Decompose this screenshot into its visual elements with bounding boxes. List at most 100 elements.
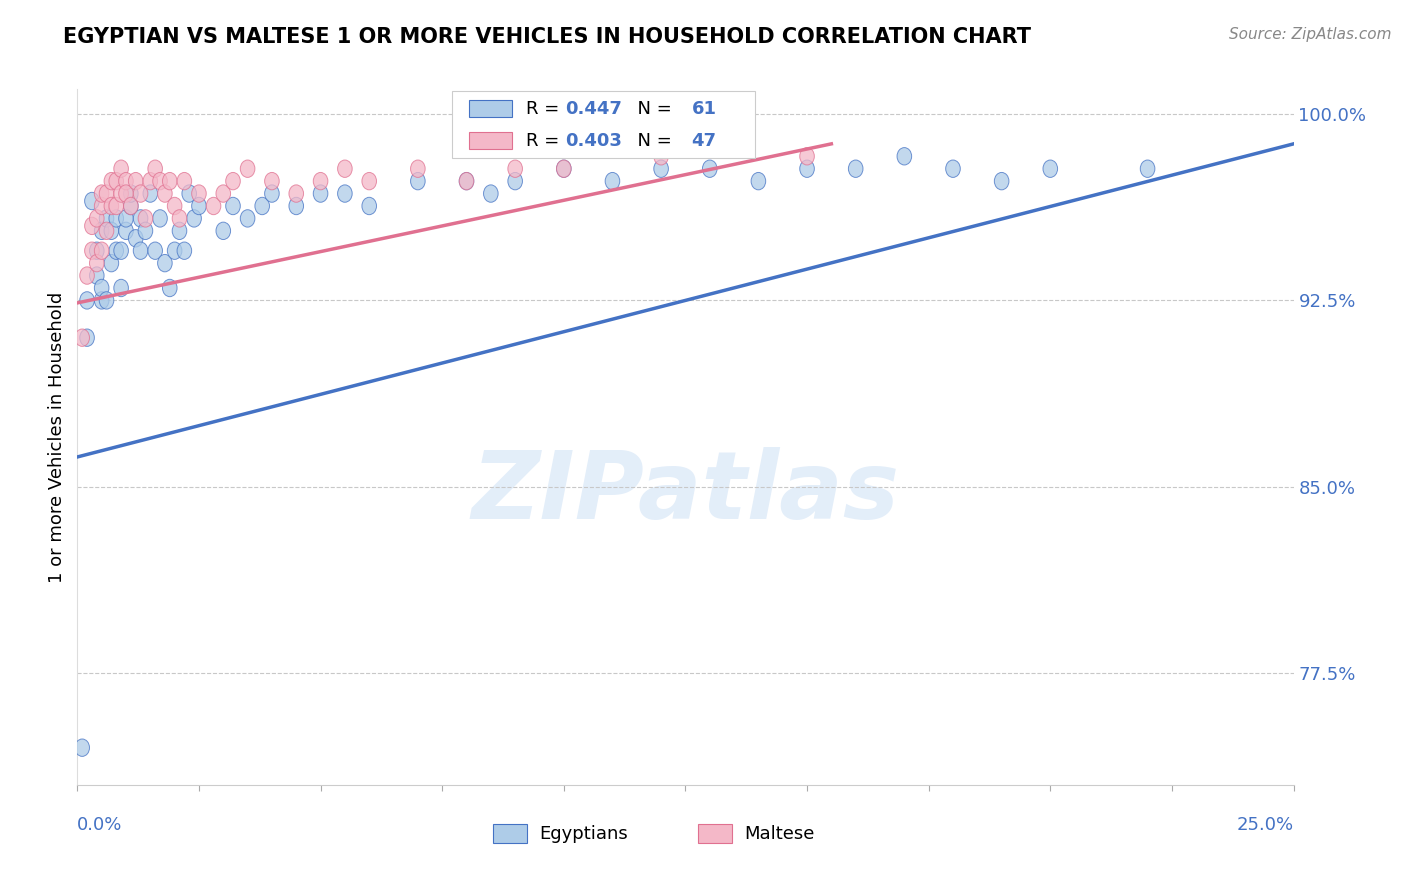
Ellipse shape <box>134 185 148 202</box>
Ellipse shape <box>94 222 108 240</box>
Ellipse shape <box>114 160 128 178</box>
Ellipse shape <box>848 160 863 178</box>
Ellipse shape <box>508 160 523 178</box>
Ellipse shape <box>114 242 128 260</box>
Ellipse shape <box>104 222 118 240</box>
Ellipse shape <box>508 172 523 190</box>
Ellipse shape <box>361 197 377 215</box>
Ellipse shape <box>177 172 191 190</box>
Ellipse shape <box>181 185 197 202</box>
Ellipse shape <box>104 172 118 190</box>
Ellipse shape <box>172 222 187 240</box>
Ellipse shape <box>84 193 100 210</box>
Text: N =: N = <box>626 132 678 150</box>
Ellipse shape <box>118 222 134 240</box>
Ellipse shape <box>187 210 201 227</box>
Ellipse shape <box>1140 160 1154 178</box>
Ellipse shape <box>75 739 90 756</box>
Ellipse shape <box>226 197 240 215</box>
Ellipse shape <box>191 185 207 202</box>
Ellipse shape <box>108 197 124 215</box>
Ellipse shape <box>460 172 474 190</box>
Ellipse shape <box>411 172 425 190</box>
Text: 0.403: 0.403 <box>565 132 621 150</box>
Ellipse shape <box>108 242 124 260</box>
Ellipse shape <box>240 210 254 227</box>
Ellipse shape <box>217 222 231 240</box>
Ellipse shape <box>177 242 191 260</box>
Ellipse shape <box>290 197 304 215</box>
Ellipse shape <box>114 185 128 202</box>
FancyBboxPatch shape <box>697 824 733 844</box>
Ellipse shape <box>108 210 124 227</box>
Ellipse shape <box>605 172 620 190</box>
Ellipse shape <box>94 292 108 310</box>
Ellipse shape <box>84 242 100 260</box>
Ellipse shape <box>157 254 172 272</box>
Ellipse shape <box>800 147 814 165</box>
Ellipse shape <box>118 185 134 202</box>
Text: 25.0%: 25.0% <box>1236 816 1294 834</box>
Ellipse shape <box>104 197 118 215</box>
FancyBboxPatch shape <box>470 132 512 150</box>
Text: Egyptians: Egyptians <box>540 825 628 843</box>
Ellipse shape <box>290 185 304 202</box>
Ellipse shape <box>484 185 498 202</box>
Ellipse shape <box>104 254 118 272</box>
Ellipse shape <box>100 210 114 227</box>
Ellipse shape <box>138 222 153 240</box>
Ellipse shape <box>90 242 104 260</box>
Ellipse shape <box>361 172 377 190</box>
Ellipse shape <box>207 197 221 215</box>
Ellipse shape <box>94 185 108 202</box>
Text: Maltese: Maltese <box>744 825 814 843</box>
Ellipse shape <box>138 210 153 227</box>
Ellipse shape <box>751 172 766 190</box>
Ellipse shape <box>124 197 138 215</box>
FancyBboxPatch shape <box>451 91 755 158</box>
Text: R =: R = <box>526 132 565 150</box>
Ellipse shape <box>118 210 134 227</box>
Ellipse shape <box>118 172 134 190</box>
Ellipse shape <box>994 172 1010 190</box>
Ellipse shape <box>254 197 270 215</box>
Ellipse shape <box>148 242 163 260</box>
Ellipse shape <box>557 160 571 178</box>
Ellipse shape <box>153 210 167 227</box>
FancyBboxPatch shape <box>494 824 527 844</box>
Ellipse shape <box>128 172 143 190</box>
Ellipse shape <box>94 279 108 297</box>
Ellipse shape <box>128 229 143 247</box>
Text: 47: 47 <box>692 132 717 150</box>
Ellipse shape <box>163 172 177 190</box>
Ellipse shape <box>314 172 328 190</box>
Ellipse shape <box>264 185 280 202</box>
Ellipse shape <box>143 185 157 202</box>
Text: Source: ZipAtlas.com: Source: ZipAtlas.com <box>1229 27 1392 42</box>
Ellipse shape <box>148 160 163 178</box>
Ellipse shape <box>143 172 157 190</box>
Ellipse shape <box>80 292 94 310</box>
Ellipse shape <box>100 292 114 310</box>
Ellipse shape <box>163 279 177 297</box>
Ellipse shape <box>337 160 352 178</box>
Ellipse shape <box>134 210 148 227</box>
Ellipse shape <box>557 160 571 178</box>
Y-axis label: 1 or more Vehicles in Household: 1 or more Vehicles in Household <box>48 292 66 582</box>
Text: 0.0%: 0.0% <box>77 816 122 834</box>
Ellipse shape <box>240 160 254 178</box>
Ellipse shape <box>134 242 148 260</box>
Text: 0.447: 0.447 <box>565 100 621 118</box>
Ellipse shape <box>100 222 114 240</box>
Ellipse shape <box>94 242 108 260</box>
Ellipse shape <box>153 172 167 190</box>
Ellipse shape <box>90 267 104 285</box>
Ellipse shape <box>226 172 240 190</box>
Ellipse shape <box>157 185 172 202</box>
Ellipse shape <box>1043 160 1057 178</box>
Ellipse shape <box>314 185 328 202</box>
Ellipse shape <box>264 172 280 190</box>
Ellipse shape <box>411 160 425 178</box>
Ellipse shape <box>124 197 138 215</box>
Ellipse shape <box>94 197 108 215</box>
